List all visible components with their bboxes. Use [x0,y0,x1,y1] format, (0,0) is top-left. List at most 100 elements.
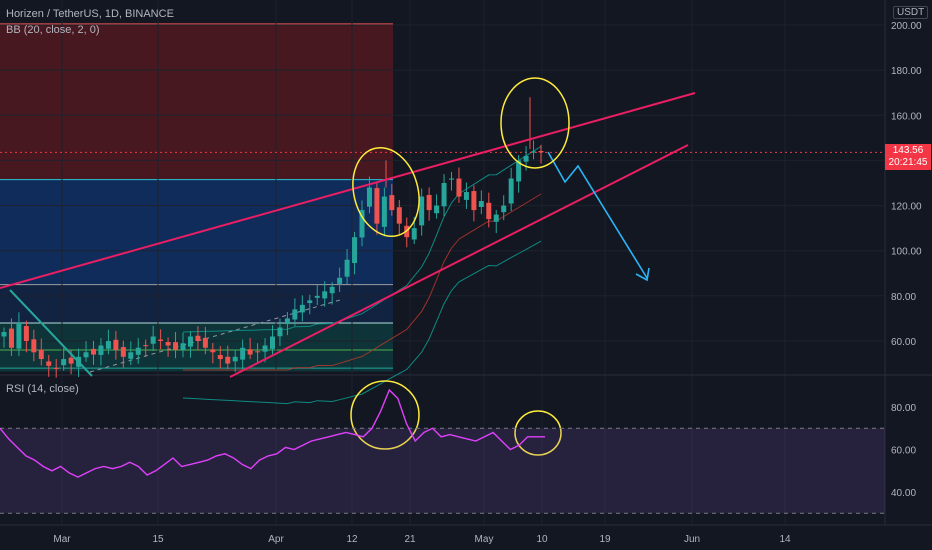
candle-body [38,349,44,360]
candle-body [344,259,350,277]
candle-body [120,347,126,357]
last-price-tag: 143.56 20:21:45 [885,144,931,170]
candle-body [434,205,440,214]
time-tick-label: 15 [152,534,164,545]
candle-body [83,352,89,358]
candle-body [441,183,447,207]
candle-body [322,291,328,299]
bb-upper-line [182,145,542,333]
currency-label[interactable]: USDT [893,6,929,19]
dashed-trend-line [89,299,341,373]
candle-body [299,304,305,313]
projection-path [547,151,648,279]
candle-body [314,295,320,298]
countdown: 20:21:45 [888,157,928,168]
candle-body [143,345,149,347]
rsi-tick-label: 40.00 [891,488,916,499]
candle-body [501,205,507,213]
candle-body [91,348,96,355]
candle-body [359,210,365,238]
candle-body [277,327,283,337]
price-tick-label: 80.00 [891,292,916,303]
price-tick-label: 60.00 [891,337,916,348]
candle-body [210,349,216,353]
price-tick-label: 100.00 [891,247,922,258]
candle-body [255,351,261,353]
candle-body [217,355,223,360]
symbol-title[interactable]: Horizen / TetherUS, 1D, BINANCE [6,8,174,20]
candle-body [493,214,499,222]
candle-body [240,347,246,360]
candle-body [173,342,179,351]
candle-body [284,318,290,325]
candle-body [292,309,298,320]
price-tick-label: 160.00 [891,111,922,122]
candle-body [508,178,514,204]
candle-body [463,192,469,200]
candle-body [270,336,275,349]
candle-body [426,194,432,211]
time-tick-label: Jun [684,534,700,545]
time-tick-label: May [475,534,494,545]
candle-body [456,178,462,197]
candle-body [329,286,335,294]
price-tick-label: 180.00 [891,66,922,77]
candle-body [202,337,208,348]
candle-body [113,339,119,351]
wedge-upper-trendline [0,92,696,289]
candle-body [61,359,67,366]
candle-body [135,347,141,355]
candle-body [195,335,201,341]
time-tick-label: Mar [53,534,71,545]
candle-body [262,345,268,352]
zone-teal [0,322,393,372]
candle-body [232,356,238,362]
candle-body [31,339,37,353]
zone-blue-2 [0,284,393,323]
rsi-tick-label: 80.00 [891,403,916,414]
candle-body [538,150,544,153]
time-tick-label: 21 [404,534,416,545]
candle-body [374,188,380,224]
candle-body [411,228,417,240]
bb-indicator-label[interactable]: BB (20, close, 2, 0) [6,24,100,36]
last-price: 143.56 [892,145,924,156]
candle-body [98,345,104,355]
candle-body [381,196,387,227]
projection-arrowhead [635,267,650,282]
candle-body [531,151,537,153]
candle-body [478,201,484,207]
candle-body [23,326,29,341]
candle-body [16,322,22,349]
price-tick-label: 200.00 [891,21,922,32]
rsi-tick-label: 60.00 [891,446,916,457]
rsi-band [0,428,885,514]
bb-lower-line [182,240,542,405]
annotation-circle [514,410,562,456]
time-tick-label: 12 [346,534,358,545]
candle-body [68,357,74,364]
price-tick-label: 120.00 [891,202,922,213]
candle-body [337,277,343,284]
time-tick-label: Apr [268,534,284,545]
candle-body [128,352,134,359]
candle-body [307,300,313,304]
candle-body [150,336,156,344]
candle-body [419,196,425,226]
candle-body [486,202,492,220]
wedge-lower-trendline [229,144,689,378]
candle-body [53,367,59,369]
rsi-indicator-label[interactable]: RSI (14, close) [6,383,79,395]
annotation-circle [352,147,420,237]
candle-body [180,343,186,350]
candle-body [225,356,231,364]
candle-body [247,349,253,355]
candle-body [366,187,372,207]
zone-red [0,23,393,180]
time-tick-label: 19 [599,534,611,545]
annotation-circle [500,77,570,169]
candle-body [396,207,402,224]
candle-body [165,341,171,346]
